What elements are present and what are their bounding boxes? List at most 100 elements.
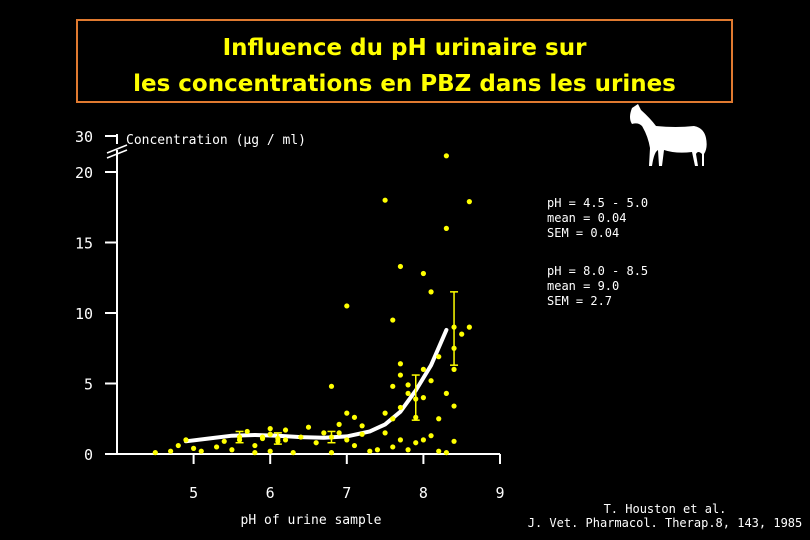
x-tick-label: 6 [266,484,275,502]
data-point [321,430,327,436]
axis-break-mark [106,149,128,159]
chart-title-line-1: Influence du pH urinaire sur [222,35,587,61]
data-point [413,440,419,446]
data-point [420,366,426,372]
data-point [267,426,273,432]
data-point [267,448,273,454]
data-point [436,448,442,454]
x-tick-label: 9 [495,484,504,502]
data-point [221,438,227,444]
data-point [420,270,426,277]
data-point [168,448,174,454]
error-bar-mean [275,435,281,442]
data-point [198,448,204,454]
x-tick-label: 5 [189,484,198,502]
data-point [428,378,434,384]
x-tick-label: 8 [419,484,428,502]
x-axis-label: pH of urine sample [241,513,382,528]
data-point [298,434,304,440]
data-point [390,444,396,450]
data-point [359,431,365,437]
error-bar-mean [451,324,457,330]
annotation-alkaline-line: mean = 9.0 [547,279,620,293]
data-point [397,263,404,270]
chart-title-line-2: les concentrations en PBZ dans les urine… [133,71,676,97]
data-point [382,197,388,203]
data-point [436,416,442,422]
data-point [443,153,449,159]
data-point [405,390,411,396]
error-bar-mean [328,434,335,440]
credit-authors: T. Houston et al. [603,502,727,516]
data-point [428,289,434,295]
data-point [443,390,449,396]
title-frame: Influence du pH urinaire sur les concent… [76,19,733,103]
data-point [152,449,158,456]
data-point [252,442,258,449]
horse-icon [630,104,707,166]
data-point [420,395,426,401]
data-point [397,372,404,378]
data-point [390,416,396,422]
data-point [428,433,434,439]
data-point [397,404,404,411]
data-point [359,423,365,429]
x-tick-label: 7 [342,484,351,502]
data-point [313,440,319,446]
data-point [244,428,250,435]
annotation-alkaline: pH = 8.0 - 8.5 mean = 9.0 SEM = 2.7 [547,264,648,309]
data-point [443,449,449,456]
data-point [351,414,358,420]
data-point [305,424,312,430]
y-axis-label: Concentration (µg / ml) [126,133,306,148]
data-point [390,383,396,389]
data-point [259,435,266,442]
data-point [451,438,457,444]
data-point [336,430,342,436]
annotation-acidic-line: pH = 4.5 - 5.0 [547,196,649,210]
data-point [328,383,335,389]
data-point [390,317,396,323]
data-point [336,421,342,427]
data-point [405,447,411,453]
data-point [175,442,181,449]
data-point [466,324,472,330]
annotation-acidic-line: mean = 0.04 [547,211,627,225]
annotation-acidic: pH = 4.5 - 5.0 mean = 0.04 SEM = 0.04 [547,196,648,241]
y-tick-label: 15 [75,235,93,253]
data-point [382,430,388,436]
data-point [420,437,426,443]
data-point [382,410,388,416]
data-point [397,361,404,367]
y-tick-label: 5 [84,376,93,394]
data-point [397,437,404,443]
data-point [191,445,197,451]
axis-break-mark [106,144,128,154]
data-point [282,437,289,443]
error-bar-mean [236,434,243,440]
y-tick-label: 0 [84,446,93,464]
annotation-alkaline-line: SEM = 2.7 [547,294,613,308]
annotation-acidic-line: SEM = 0.04 [547,226,620,240]
data-point [252,449,258,456]
data-point [459,331,465,337]
data-point [443,225,449,231]
annotation-alkaline-line: pH = 8.0 - 8.5 [547,264,649,278]
data-point [213,444,220,450]
data-point [267,431,273,437]
data-point [451,366,457,372]
data-point [344,437,350,443]
y-tick-label: 10 [75,305,93,323]
data-point [328,449,335,456]
data-point [282,427,289,433]
credit-journal: J. Vet. Pharmacol. Therap.8, 143, 1985 [527,516,803,530]
data-point [290,449,296,456]
data-point [451,403,457,409]
y-tick-label: 30 [75,128,93,146]
data-point [183,437,189,443]
data-point [367,448,373,454]
source-credit: T. Houston et al. J. Vet. Pharmacol. The… [520,502,810,530]
data-point [229,447,235,453]
data-point [344,410,350,416]
error-bar-mean [413,396,419,402]
